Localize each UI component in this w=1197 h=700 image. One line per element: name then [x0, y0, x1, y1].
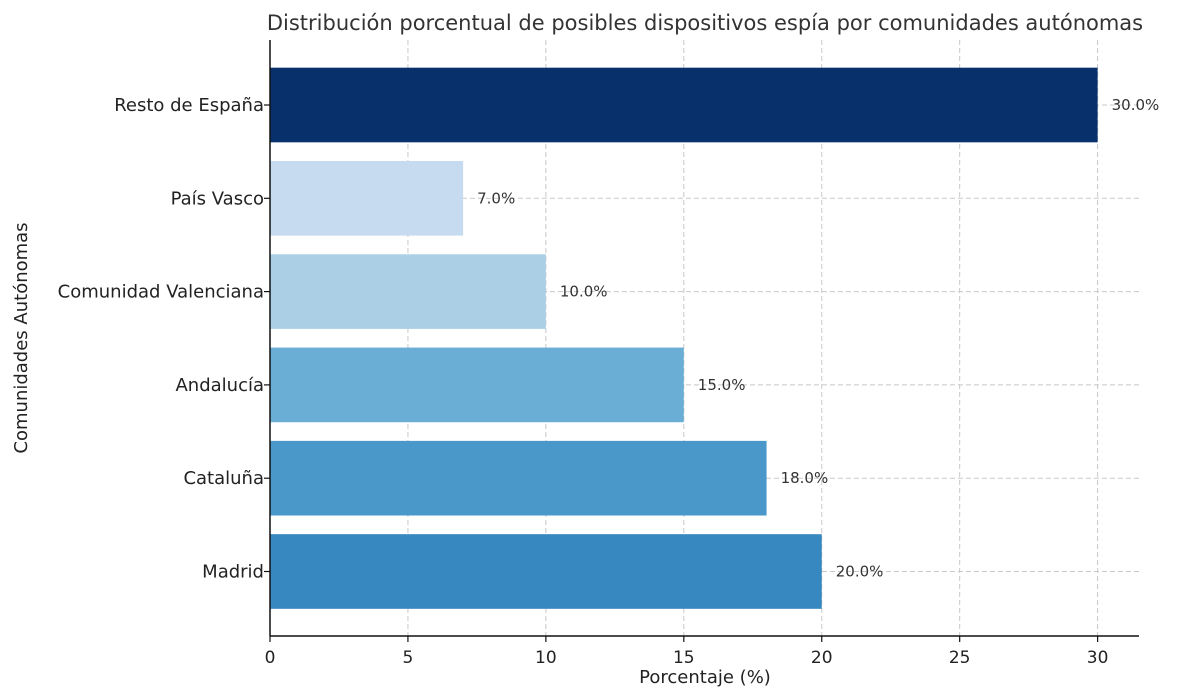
x-tick-label-30: 30 — [1087, 648, 1109, 668]
category-label-madrid: Madrid — [202, 562, 264, 583]
category-label-andalucia: Andalucía — [175, 375, 264, 396]
x-tick-label-20: 20 — [811, 648, 833, 668]
value-label-resto-de-espana: 30.0% — [1112, 96, 1160, 114]
value-label-pais-vasco: 7.0% — [477, 189, 515, 207]
bar-comunidad-valenciana — [270, 254, 546, 329]
value-label-cataluna: 18.0% — [781, 469, 829, 487]
y-axis-label: Comunidades Autónomas — [11, 222, 32, 453]
x-tick-label-15: 15 — [673, 648, 695, 668]
bar-cataluna — [270, 440, 767, 516]
value-label-andalucia: 15.0% — [698, 376, 746, 394]
category-label-pais-vasco: País Vasco — [171, 188, 264, 209]
bar-resto-de-espana — [270, 67, 1098, 143]
x-tick-label-0: 0 — [265, 648, 276, 668]
bar-pais-vasco — [270, 160, 464, 236]
bars — [270, 67, 1098, 609]
category-label-cataluna: Cataluña — [183, 468, 264, 489]
x-tick-label-25: 25 — [949, 648, 971, 668]
labels: Madrid 20.0% Cataluña 18.0% Andalucía 15.0% Co… — [58, 95, 1160, 583]
category-label-comunidad-valenciana: Comunidad Valenciana — [58, 282, 264, 303]
bar-madrid — [270, 534, 822, 609]
category-label-resto-de-espana: Resto de España — [114, 95, 264, 116]
axes: 0 5 10 15 20 25 30 — [264, 40, 1139, 668]
x-tick-label-10: 10 — [535, 648, 557, 668]
x-axis-label: Porcentaje (%) — [639, 667, 771, 688]
value-label-madrid: 20.0% — [836, 563, 884, 581]
chart-title: Distribución porcentual de posibles disp… — [267, 11, 1143, 35]
x-tick-label-5: 5 — [403, 648, 414, 668]
value-label-comunidad-valenciana: 10.0% — [560, 283, 608, 301]
bar-andalucia — [270, 347, 684, 423]
